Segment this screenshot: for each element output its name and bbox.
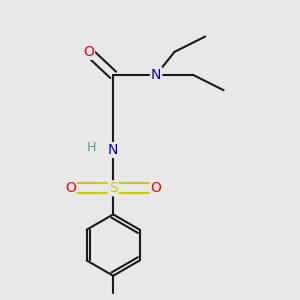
Text: N: N [108, 143, 119, 157]
Text: N: N [151, 68, 161, 82]
Text: O: O [151, 181, 162, 195]
Text: O: O [65, 181, 76, 195]
Text: O: O [83, 45, 94, 59]
Text: S: S [109, 181, 118, 195]
Text: H: H [87, 141, 96, 154]
